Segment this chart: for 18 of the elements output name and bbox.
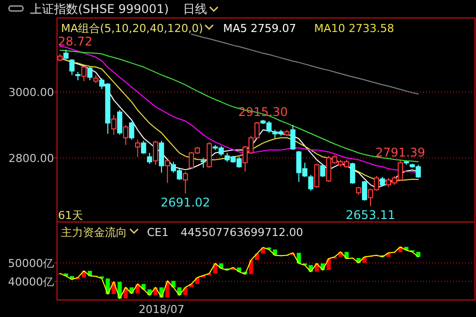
y-tick-label: 40000亿 [8, 275, 54, 288]
annotation: 61天 [58, 209, 83, 222]
chart-subtitle: 日线 [182, 2, 207, 16]
annotation: CE1 [147, 226, 169, 239]
annotation: 445507763699712.00 [180, 226, 304, 239]
text: MA10 2733.58 [314, 22, 394, 35]
x-tick-label: 2018/07 [138, 303, 184, 316]
chart-title: 主力资金流向 [61, 226, 127, 239]
annotation: 2653.11 [346, 208, 396, 222]
y-tick-label: 2800.00 [8, 152, 54, 165]
y-tick-label: 50000亿 [8, 256, 54, 270]
text: MA5 2759.07 [223, 22, 296, 35]
legend-title: MA组合(5,10,20,40,120,0) [61, 22, 204, 35]
y-tick-label: 3000.00 [8, 86, 54, 100]
chart-title: 上证指数(SHSE 999001) [30, 2, 169, 16]
annotation: 2691.02 [160, 196, 210, 210]
annotation: 2791.39 [376, 146, 426, 160]
annotation: 28.72 [58, 34, 92, 49]
